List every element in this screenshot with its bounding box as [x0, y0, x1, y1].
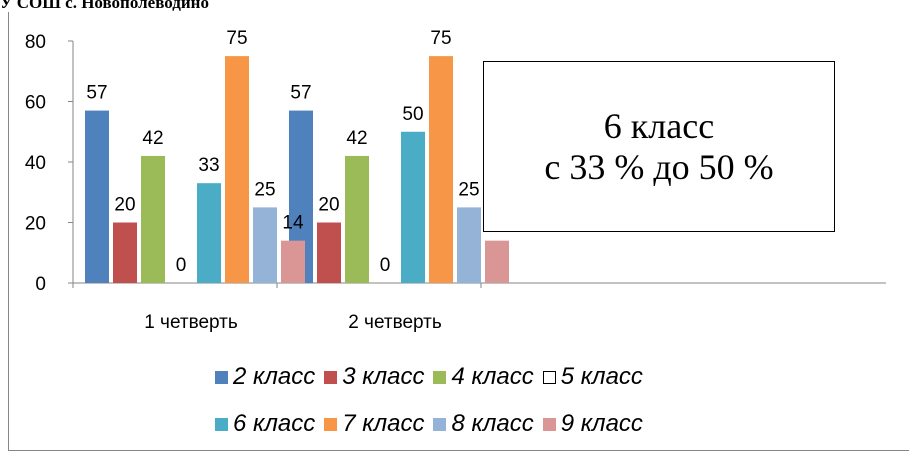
bar-7-класс	[225, 56, 249, 283]
bar-4-класс	[345, 155, 369, 283]
bar-7-класс	[429, 56, 453, 283]
legend-swatch	[324, 370, 338, 384]
data-label: 33	[198, 155, 219, 176]
legend-item: 9 класс	[542, 410, 643, 438]
legend-label: 6 класс	[233, 410, 316, 437]
data-label: 42	[346, 128, 367, 149]
y-tick-label: 40	[25, 153, 46, 174]
legend-label: 9 класс	[560, 410, 643, 437]
bar-9-класс	[281, 240, 305, 283]
legend-label: 5 класс	[560, 363, 643, 390]
data-label: 75	[430, 28, 451, 49]
legend-label: 4 класс	[451, 363, 534, 390]
legend-row: 6 класс 7 класс 8 класс 9 класс	[215, 409, 652, 439]
x-category-label: 1 четверть	[144, 312, 238, 333]
legend-label: 3 класс	[342, 363, 425, 390]
y-tick-label: 80	[25, 32, 46, 53]
annotation-line-2: с 33 % до 50 %	[544, 146, 774, 187]
legend-swatch	[215, 417, 228, 431]
data-label: 20	[318, 195, 339, 216]
legend-swatch	[324, 417, 338, 431]
legend-item: 3 класс	[324, 363, 424, 391]
bar-4-класс	[141, 155, 165, 283]
bar-3-класс	[317, 222, 341, 283]
legend-item: 7 класс	[324, 410, 424, 438]
legend-swatch	[542, 417, 556, 431]
legend-swatch	[215, 370, 228, 384]
legend-item: 2 класс	[215, 363, 315, 391]
data-label: 0	[380, 255, 391, 276]
legend-item: 8 класс	[433, 410, 534, 438]
bar-6-класс	[197, 183, 221, 283]
legend-row: 2 класс 3 класс 4 класс 5 класс	[215, 362, 652, 392]
y-tick-label: 0	[35, 274, 46, 295]
data-label: 20	[114, 195, 135, 216]
data-label: 57	[290, 83, 311, 104]
legend-label: 7 класс	[342, 410, 425, 437]
legend-swatch	[433, 370, 447, 384]
data-label: 50	[402, 104, 423, 125]
bar-6-класс	[401, 131, 425, 283]
bar-8-класс	[457, 207, 481, 283]
y-tick-label: 20	[25, 214, 46, 235]
data-label: 0	[176, 255, 187, 276]
page-heading: У СОШ с. Новополеводино	[0, 0, 209, 12]
data-label: 75	[226, 28, 247, 49]
bar-8-класс	[253, 207, 277, 283]
legend-swatch	[542, 370, 556, 384]
legend-label: 2 класс	[233, 363, 316, 390]
annotation-line-1: 6 класс	[603, 105, 715, 146]
data-label: 25	[254, 179, 275, 200]
legend-item: 4 класс	[433, 363, 534, 391]
annotation-box: 6 класс с 33 % до 50 %	[483, 61, 835, 232]
data-label: 25	[458, 179, 479, 200]
legend-item: 5 класс	[542, 363, 643, 391]
legend-label: 8 класс	[451, 410, 534, 437]
chart-frame	[8, 12, 909, 451]
y-tick-label: 60	[25, 93, 46, 114]
data-label: 14	[282, 213, 304, 234]
legend-item: 6 класс	[215, 410, 315, 438]
bar-2-класс	[85, 110, 109, 283]
bar-9-класс	[485, 240, 509, 283]
bar-3-класс	[113, 222, 137, 283]
x-category-label: 2 четверть	[348, 312, 442, 333]
data-label: 42	[142, 128, 163, 149]
legend-swatch	[433, 417, 447, 431]
data-label: 57	[86, 83, 107, 104]
